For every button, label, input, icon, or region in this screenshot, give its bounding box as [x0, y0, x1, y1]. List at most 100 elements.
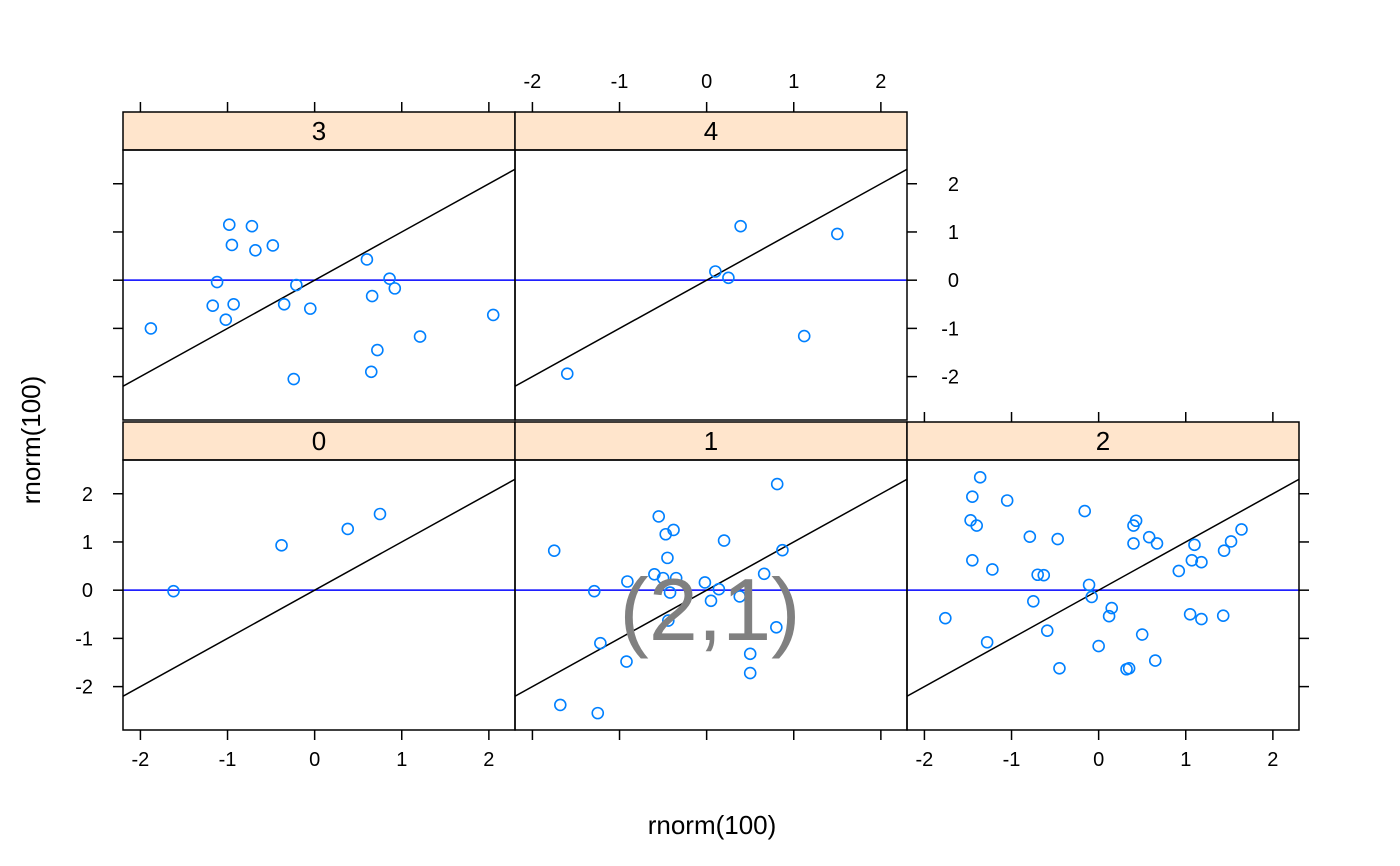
data-point: [1023, 530, 1037, 543]
data-point: [1195, 555, 1208, 569]
panel-plot-area: [123, 168, 515, 387]
data-point: [1129, 514, 1143, 528]
y-axis-right-tick-label: 2: [948, 174, 959, 196]
y-axis-left-tick-label: -1: [75, 628, 93, 650]
x-axis-bottom-tick-label: -1: [1003, 749, 1021, 771]
panel-plot-area: [123, 478, 515, 697]
data-point: [770, 477, 784, 491]
data-point: [1082, 578, 1096, 592]
data-point: [704, 594, 718, 608]
panel-strip: [122, 111, 516, 151]
data-point: [733, 590, 747, 603]
data-point: [663, 586, 677, 599]
data-point: [1224, 535, 1238, 548]
data-point: [227, 297, 240, 311]
data-point: [1053, 661, 1066, 675]
y-axis-right-tick-label: -1: [941, 318, 959, 340]
y-axis-left-tick-label: -2: [75, 677, 93, 699]
data-point: [1000, 494, 1014, 507]
data-point: [669, 571, 683, 585]
identity-reference-line: [515, 478, 907, 697]
panel-3: 3: [122, 111, 516, 421]
data-point: [1092, 639, 1105, 653]
data-point: [365, 289, 379, 303]
identity-reference-line: [123, 168, 515, 387]
data-point: [413, 330, 427, 343]
data-point: [656, 571, 670, 585]
panel-border: [514, 149, 908, 421]
data-point: [1085, 590, 1098, 604]
data-point: [980, 635, 994, 649]
data-point: [1142, 530, 1156, 544]
data-point: [1183, 607, 1197, 621]
data-point: [712, 582, 726, 596]
data-point: [757, 567, 771, 581]
data-point: [167, 584, 180, 598]
data-point: [249, 243, 262, 257]
panel-strip-label: 4: [704, 116, 718, 146]
data-point: [371, 343, 384, 357]
data-point: [722, 271, 735, 285]
panel-strip-label: 1: [704, 426, 718, 456]
data-point: [734, 219, 747, 233]
data-point: [831, 227, 844, 241]
data-point: [1051, 532, 1065, 546]
identity-reference-line: [123, 478, 515, 697]
data-point: [486, 308, 500, 322]
data-point: [776, 543, 789, 557]
data-point: [1037, 568, 1051, 582]
panel-1: 1: [514, 421, 908, 731]
data-point: [770, 621, 783, 634]
data-point: [1148, 654, 1162, 667]
x-axis-bottom-tick-label: 1: [1180, 749, 1191, 771]
x-axis-bottom-tick-label: 2: [483, 749, 494, 771]
identity-reference-line: [907, 478, 1299, 697]
data-point: [698, 576, 712, 589]
data-point: [1185, 553, 1199, 567]
data-point: [1027, 594, 1040, 608]
data-point: [373, 507, 387, 521]
data-point: [388, 282, 402, 295]
panel-plot-area: [515, 477, 907, 720]
panel-border: [122, 459, 516, 731]
data-point: [1216, 609, 1230, 623]
x-axis-top-tick-label: -1: [611, 71, 629, 93]
data-point: [743, 666, 757, 680]
data-point: [1040, 624, 1054, 637]
data-point: [1122, 661, 1136, 675]
y-axis-left-tick-label: 1: [82, 532, 93, 554]
data-point: [652, 510, 666, 523]
data-point: [973, 471, 987, 484]
data-point: [1102, 609, 1116, 623]
x-axis-bottom-tick-label: 0: [1093, 749, 1104, 771]
panel-2: 2: [906, 421, 1300, 731]
data-point: [210, 275, 224, 289]
panel-border: [906, 459, 1300, 731]
data-point: [986, 563, 999, 576]
data-point: [360, 253, 374, 266]
panel-4: 4: [514, 111, 908, 421]
data-point: [966, 490, 979, 503]
data-point: [797, 329, 811, 343]
panel-strip: [122, 421, 516, 461]
data-point: [1127, 537, 1140, 550]
data-point: [667, 523, 680, 537]
x-axis-bottom-tick-label: -2: [916, 749, 934, 771]
data-point: [341, 522, 355, 536]
data-point: [1195, 612, 1208, 626]
data-point: [1031, 568, 1044, 582]
data-point: [621, 575, 634, 588]
panel-border: [122, 149, 516, 421]
data-point: [1235, 523, 1248, 536]
data-point: [553, 698, 567, 712]
data-point: [709, 265, 722, 278]
x-axis-bottom-tick-label: -2: [132, 749, 150, 771]
data-point: [290, 278, 303, 292]
data-point: [591, 706, 605, 720]
axes-layer: -2 -1 0 1 2 -2 -1 0 1 2 -2 -1 0 1 2 -2 -1 0 1 2 -2 -1 0 1 2: [75, 71, 1309, 771]
y-axis-right-tick-label: 0: [948, 270, 959, 292]
data-point: [206, 299, 220, 313]
x-axis-bottom-tick-label: 0: [309, 749, 320, 771]
x-axis-top-tick-label: 1: [788, 71, 799, 93]
